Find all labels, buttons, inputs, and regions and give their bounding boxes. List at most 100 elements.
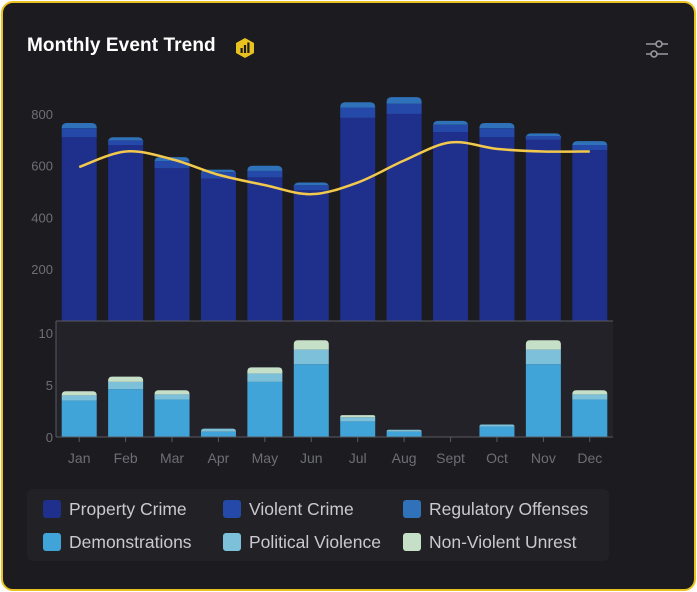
x-tick-label: Oct [486, 450, 508, 466]
bar-demonstrations[interactable] [479, 426, 515, 437]
x-tick-label: Jun [300, 450, 323, 466]
bar-demonstrations[interactable] [293, 364, 329, 437]
bar-property-crime[interactable] [479, 137, 515, 321]
legend-swatch [43, 500, 61, 518]
bar-violent-crime[interactable] [154, 161, 190, 169]
bar-violent-crime[interactable] [247, 170, 283, 178]
bar-violent-crime[interactable] [293, 185, 329, 191]
legend-item[interactable]: Regulatory Offenses [403, 497, 588, 521]
y-tick-label: 800 [31, 107, 53, 122]
bar-demonstrations[interactable] [154, 399, 190, 437]
legend-item[interactable]: Demonstrations [43, 530, 192, 554]
bar-non-violent-unrest[interactable] [61, 391, 97, 396]
bar-property-crime[interactable] [572, 150, 608, 321]
bar-property-crime[interactable] [108, 145, 144, 321]
bar-regulatory-offenses[interactable] [386, 97, 422, 104]
bar-demonstrations[interactable] [572, 399, 608, 437]
y-tick-label: 200 [31, 262, 53, 277]
x-tick-label: Mar [160, 450, 184, 466]
bar-property-crime[interactable] [386, 113, 422, 321]
bar-political-violence[interactable] [293, 349, 329, 365]
bar-regulatory-offenses[interactable] [572, 141, 608, 147]
bar-regulatory-offenses[interactable] [479, 123, 515, 129]
bar-non-violent-unrest[interactable] [108, 376, 144, 382]
bar-regulatory-offenses[interactable] [108, 137, 144, 143]
bar-violent-crime[interactable] [108, 140, 144, 145]
bar-political-violence[interactable] [200, 428, 236, 432]
x-tick-label: Jan [68, 450, 91, 466]
bar-regulatory-offenses[interactable] [340, 102, 376, 108]
bar-violent-crime[interactable] [61, 128, 97, 138]
bar-political-violence[interactable] [572, 394, 608, 400]
bar-demonstrations[interactable] [200, 431, 236, 437]
bar-regulatory-offenses[interactable] [247, 165, 283, 171]
bar-demonstrations[interactable] [108, 389, 144, 437]
x-tick-label: Apr [208, 450, 230, 466]
legend-item[interactable]: Violent Crime [223, 497, 354, 521]
legend-item[interactable]: Political Violence [223, 530, 381, 554]
bar-property-crime[interactable] [200, 178, 236, 321]
bar-violent-crime[interactable] [386, 103, 422, 114]
bar-political-violence[interactable] [340, 417, 376, 422]
legend-label: Demonstrations [69, 531, 192, 552]
bar-property-crime[interactable] [154, 168, 190, 321]
bar-regulatory-offenses[interactable] [433, 120, 469, 126]
legend-swatch [403, 533, 421, 551]
bar-non-violent-unrest[interactable] [340, 415, 376, 418]
legend-swatch [403, 500, 421, 518]
bar-demonstrations[interactable] [61, 400, 97, 437]
bar-political-violence[interactable] [479, 424, 515, 427]
bar-violent-crime[interactable] [572, 145, 608, 151]
bar-political-violence[interactable] [386, 429, 422, 432]
bar-demonstrations[interactable] [386, 431, 422, 437]
bar-non-violent-unrest[interactable] [525, 340, 561, 350]
bar-violent-crime[interactable] [340, 107, 376, 118]
trend-line [78, 140, 590, 196]
bar-political-violence[interactable] [154, 394, 190, 400]
bar-property-crime[interactable] [61, 137, 97, 321]
bar-property-crime[interactable] [247, 177, 283, 321]
bar-property-crime[interactable] [293, 190, 329, 321]
bar-violent-crime[interactable] [479, 128, 515, 138]
bar-regulatory-offenses[interactable] [293, 182, 329, 188]
legend-item[interactable]: Property Crime [43, 497, 187, 521]
bar-political-violence[interactable] [61, 395, 97, 401]
bar-non-violent-unrest[interactable] [293, 340, 329, 350]
y-tick-label: 10 [39, 326, 53, 341]
legend-label: Property Crime [69, 498, 187, 519]
bar-violent-crime[interactable] [525, 135, 561, 140]
bar-property-crime[interactable] [433, 132, 469, 321]
bar-non-violent-unrest[interactable] [572, 390, 608, 395]
bar-non-violent-unrest[interactable] [154, 390, 190, 395]
legend-label: Regulatory Offenses [429, 498, 589, 519]
bar-demonstrations[interactable] [340, 421, 376, 437]
x-tick-label: May [252, 450, 278, 466]
bar-regulatory-offenses[interactable] [61, 123, 97, 129]
legend-label: Political Violence [249, 531, 381, 552]
legend-label: Non-Violent Unrest [429, 531, 577, 552]
legend-swatch [223, 533, 241, 551]
bar-property-crime[interactable] [525, 139, 561, 321]
bar-demonstrations[interactable] [247, 381, 283, 437]
bar-chart-icon [236, 38, 254, 58]
legend-item[interactable]: Non-Violent Unrest [403, 530, 577, 554]
bar-non-violent-unrest[interactable] [247, 367, 283, 374]
sliders-icon[interactable] [644, 36, 670, 62]
bar-regulatory-offenses[interactable] [525, 133, 561, 139]
legend: Property Crime Violent Crime Regulatory … [27, 489, 609, 561]
bar-political-violence[interactable] [247, 373, 283, 382]
y-tick-label: 0 [46, 430, 53, 445]
bar-property-crime[interactable] [340, 117, 376, 321]
x-tick-label: Sept [436, 450, 465, 466]
legend-label: Violent Crime [249, 498, 354, 519]
legend-swatch [43, 533, 61, 551]
y-tick-label: 400 [31, 210, 53, 225]
bar-violent-crime[interactable] [433, 124, 469, 133]
bar-demonstrations[interactable] [525, 364, 561, 437]
bar-political-violence[interactable] [525, 349, 561, 365]
x-tick-label: Feb [114, 450, 138, 466]
x-tick-label: Jul [349, 450, 367, 466]
bar-political-violence[interactable] [108, 381, 144, 390]
legend-swatch [223, 500, 241, 518]
